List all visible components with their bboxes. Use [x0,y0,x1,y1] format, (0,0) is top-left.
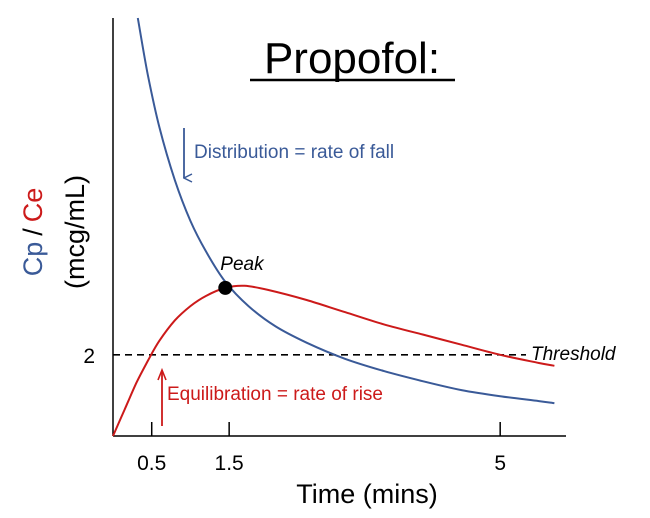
equilibration-arrow [157,367,167,426]
y-axis-label-cp: Cp [18,242,48,277]
y-axis-units: (mcg/mL) [60,175,90,289]
x-tick-label: 1.5 [215,452,244,475]
x-tick-label: 0.5 [137,452,166,475]
peak-label: Peak [220,254,265,275]
marks-group: Peak [218,254,265,295]
y-axis-label-separator: / [18,228,48,236]
x-tick-label: 5 [494,452,506,475]
y-axis-label: Cp / Ce [18,188,48,277]
distribution-annotation: Distribution = rate of fall [194,142,394,163]
chart-title: Propofol: [264,34,440,83]
ticks: 0.5 1.5 5 2 [83,345,506,475]
equilibration-annotation: Equilibration = rate of rise [167,384,383,405]
series-group [112,17,555,437]
series-line-cp [136,17,555,405]
y-axis-label-ce: Ce [18,188,48,223]
y-tick-label: 2 [83,345,95,368]
series-line-ce [112,284,555,437]
threshold-label: Threshold [531,344,617,365]
equilibration-arrow-head [157,367,167,381]
threshold-group: Threshold [113,344,617,365]
x-axis-label: Time (mins) [296,479,438,509]
peak-point [218,280,233,295]
